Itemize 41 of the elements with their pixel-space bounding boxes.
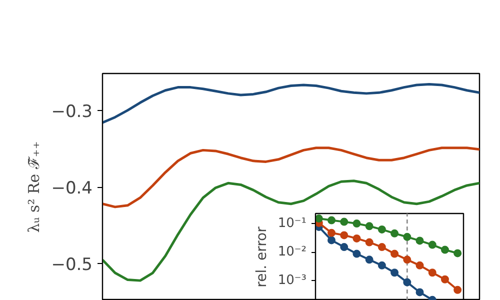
point <box>378 243 386 252</box>
y-axis-title: λᵤ s² Re ℱ̃₊₊ <box>25 141 44 233</box>
point <box>428 240 436 249</box>
point <box>440 275 449 284</box>
point <box>352 250 361 258</box>
point <box>390 229 399 238</box>
point <box>328 216 336 224</box>
y-tick-label: 10⁻¹ <box>278 216 307 232</box>
point <box>316 214 323 223</box>
y-tick-label: −0.5 <box>51 255 92 276</box>
point <box>340 231 348 240</box>
point <box>390 268 399 277</box>
point <box>328 228 336 237</box>
point <box>416 288 424 296</box>
line-series <box>102 146 480 208</box>
point <box>365 238 374 246</box>
point <box>440 246 449 254</box>
point <box>328 236 336 244</box>
point <box>403 232 412 241</box>
point <box>340 243 348 252</box>
point <box>378 261 386 270</box>
line-series <box>102 82 480 124</box>
point <box>416 236 424 245</box>
point <box>365 256 374 264</box>
point <box>365 222 374 230</box>
point <box>403 278 412 286</box>
point <box>340 218 348 226</box>
point <box>416 261 424 270</box>
point <box>428 268 436 277</box>
point <box>390 250 399 258</box>
y-tick-label: 10⁻³ <box>278 273 307 288</box>
y-tick-label: −0.3 <box>51 102 92 122</box>
point <box>378 225 386 234</box>
y-axis-title: rel. error <box>254 226 270 288</box>
y-tick-label: −0.4 <box>51 178 92 198</box>
point <box>352 220 361 228</box>
point <box>352 234 361 242</box>
point <box>454 286 462 294</box>
y-tick-label: 10⁻² <box>278 244 307 260</box>
point <box>454 249 462 258</box>
point <box>403 256 412 264</box>
